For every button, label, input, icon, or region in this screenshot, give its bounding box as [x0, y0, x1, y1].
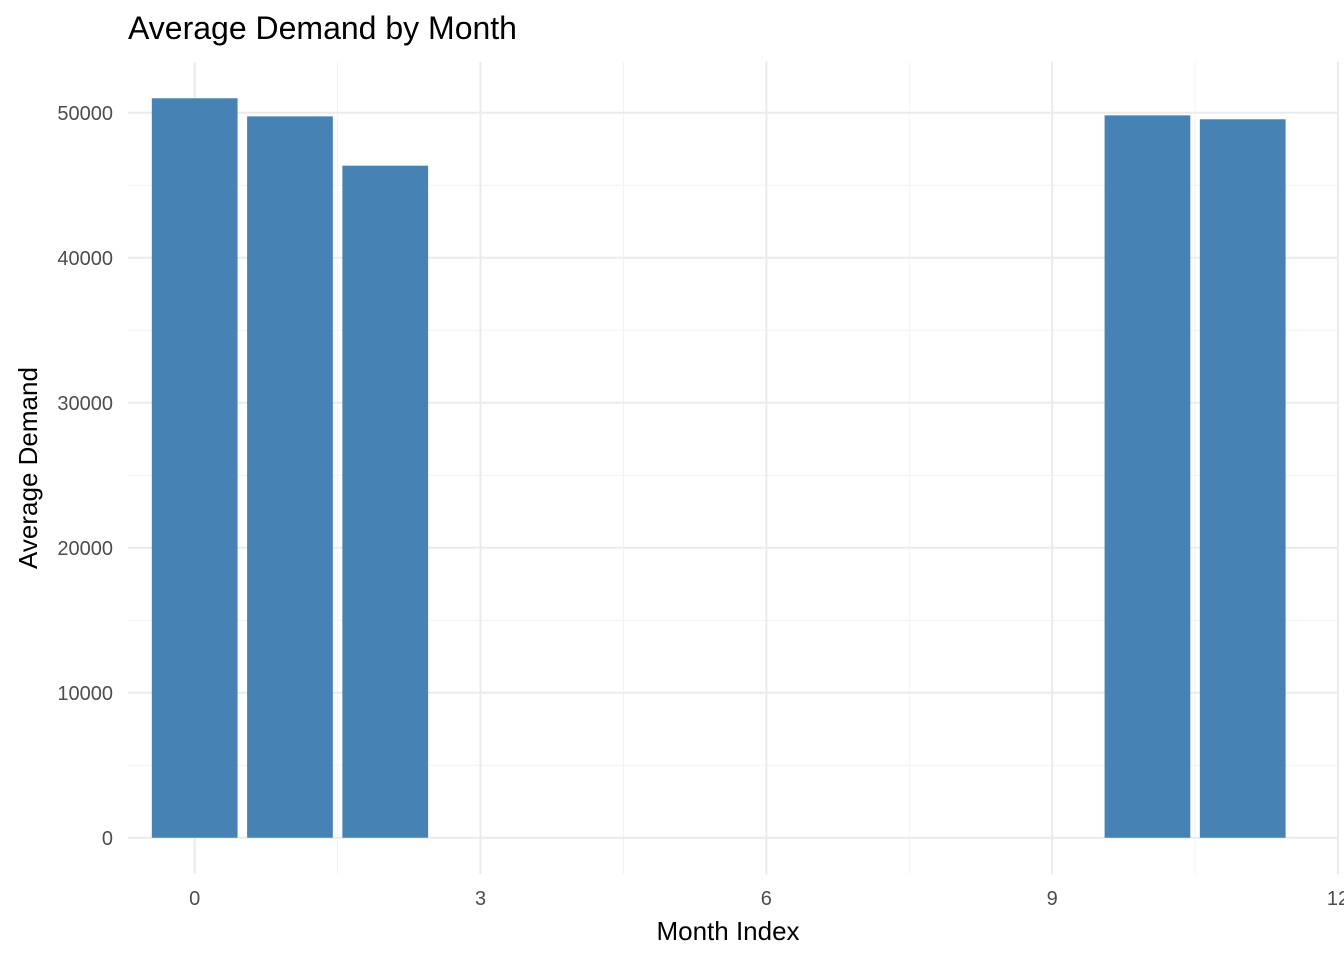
y-tick-label: 30000 — [57, 393, 113, 415]
y-tick-label: 40000 — [57, 248, 113, 270]
x-tick-label: 0 — [189, 888, 200, 910]
bar-month-2 — [342, 165, 429, 838]
x-axis-tick-labels: 0 3 6 9 12 — [189, 888, 1344, 910]
x-tick-label: 9 — [1047, 888, 1058, 910]
bar-month-11 — [1199, 119, 1286, 838]
y-axis-tick-labels: 0 10000 20000 30000 40000 50000 — [57, 103, 113, 850]
bars — [151, 98, 1286, 838]
y-tick-label: 20000 — [57, 538, 113, 560]
y-axis-title: Average Demand — [13, 367, 43, 569]
x-tick-label: 6 — [761, 888, 772, 910]
bar-month-1 — [247, 116, 333, 838]
x-tick-label: 3 — [475, 888, 486, 910]
x-axis-title: Month Index — [656, 916, 799, 946]
x-tick-label: 12 — [1327, 888, 1344, 910]
bar-month-0 — [151, 98, 238, 838]
chart-title: Average Demand by Month — [128, 10, 517, 46]
bar-month-10 — [1104, 115, 1191, 838]
y-tick-label: 50000 — [57, 103, 113, 125]
y-tick-label: 0 — [102, 828, 113, 850]
y-tick-label: 10000 — [57, 683, 113, 705]
